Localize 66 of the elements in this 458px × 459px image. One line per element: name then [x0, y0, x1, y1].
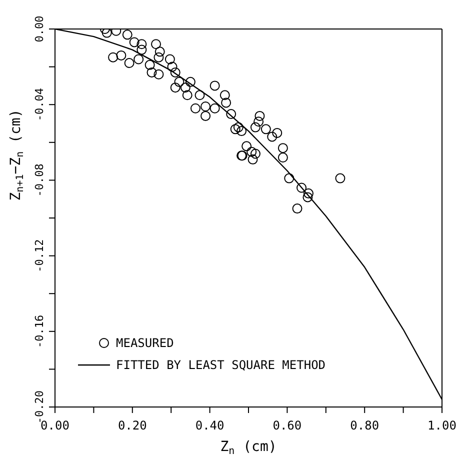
point [144, 60, 155, 70]
point [246, 146, 257, 157]
y-tick-label: 0.00 [33, 16, 46, 42]
point [242, 141, 252, 152]
point [221, 98, 232, 108]
point [254, 110, 265, 121]
point [260, 124, 271, 134]
point [185, 76, 196, 87]
point [174, 76, 184, 87]
point [129, 37, 140, 48]
point [108, 52, 118, 62]
x-tick-label: 0.40 [195, 418, 224, 433]
point [220, 90, 230, 100]
point [302, 192, 313, 202]
point [335, 173, 346, 184]
x-tick-label: 0.20 [118, 418, 147, 433]
point [233, 122, 244, 132]
point [226, 109, 236, 120]
point [124, 58, 134, 68]
point [154, 69, 164, 80]
point [248, 154, 258, 164]
point [154, 46, 165, 57]
point [170, 67, 180, 78]
point [194, 90, 205, 100]
point [250, 148, 260, 159]
point [284, 173, 294, 184]
point [170, 82, 180, 93]
point [254, 116, 264, 127]
x-axis-title: Z$_{n}$ (cm) [220, 439, 277, 457]
point [151, 39, 162, 50]
point [200, 110, 211, 121]
x-tick-label: 0.60 [272, 418, 302, 433]
y-tick-label: -0.12 [33, 239, 46, 272]
point [292, 204, 302, 214]
point [267, 132, 278, 142]
point [154, 52, 164, 62]
point [134, 54, 144, 64]
point [164, 54, 175, 64]
point [146, 67, 157, 78]
point [200, 101, 211, 112]
point [210, 103, 220, 114]
point [116, 50, 126, 60]
y-tick-label: -0.16 [33, 314, 46, 348]
point [167, 62, 178, 72]
point [272, 128, 282, 138]
point [230, 124, 240, 134]
legend-label: FITTED BY LEAST SQUARE METHOD [116, 358, 326, 372]
y-tick-label: -0.08 [33, 164, 46, 197]
point [136, 39, 147, 50]
point [210, 80, 220, 91]
y-tick-label: -0.04 [33, 88, 46, 122]
point [278, 152, 288, 163]
point [122, 30, 132, 40]
x-tick-label: 1.00 [428, 418, 456, 433]
x-tick-label: 0.80 [350, 418, 380, 433]
point [136, 44, 147, 55]
legend-label: MEASURED [116, 336, 174, 350]
point [296, 182, 307, 193]
point [102, 29, 112, 38]
point [190, 103, 200, 114]
point [180, 82, 190, 93]
point [182, 90, 192, 100]
point [303, 188, 314, 198]
point [250, 122, 260, 132]
point [278, 143, 288, 154]
point [236, 126, 247, 136]
